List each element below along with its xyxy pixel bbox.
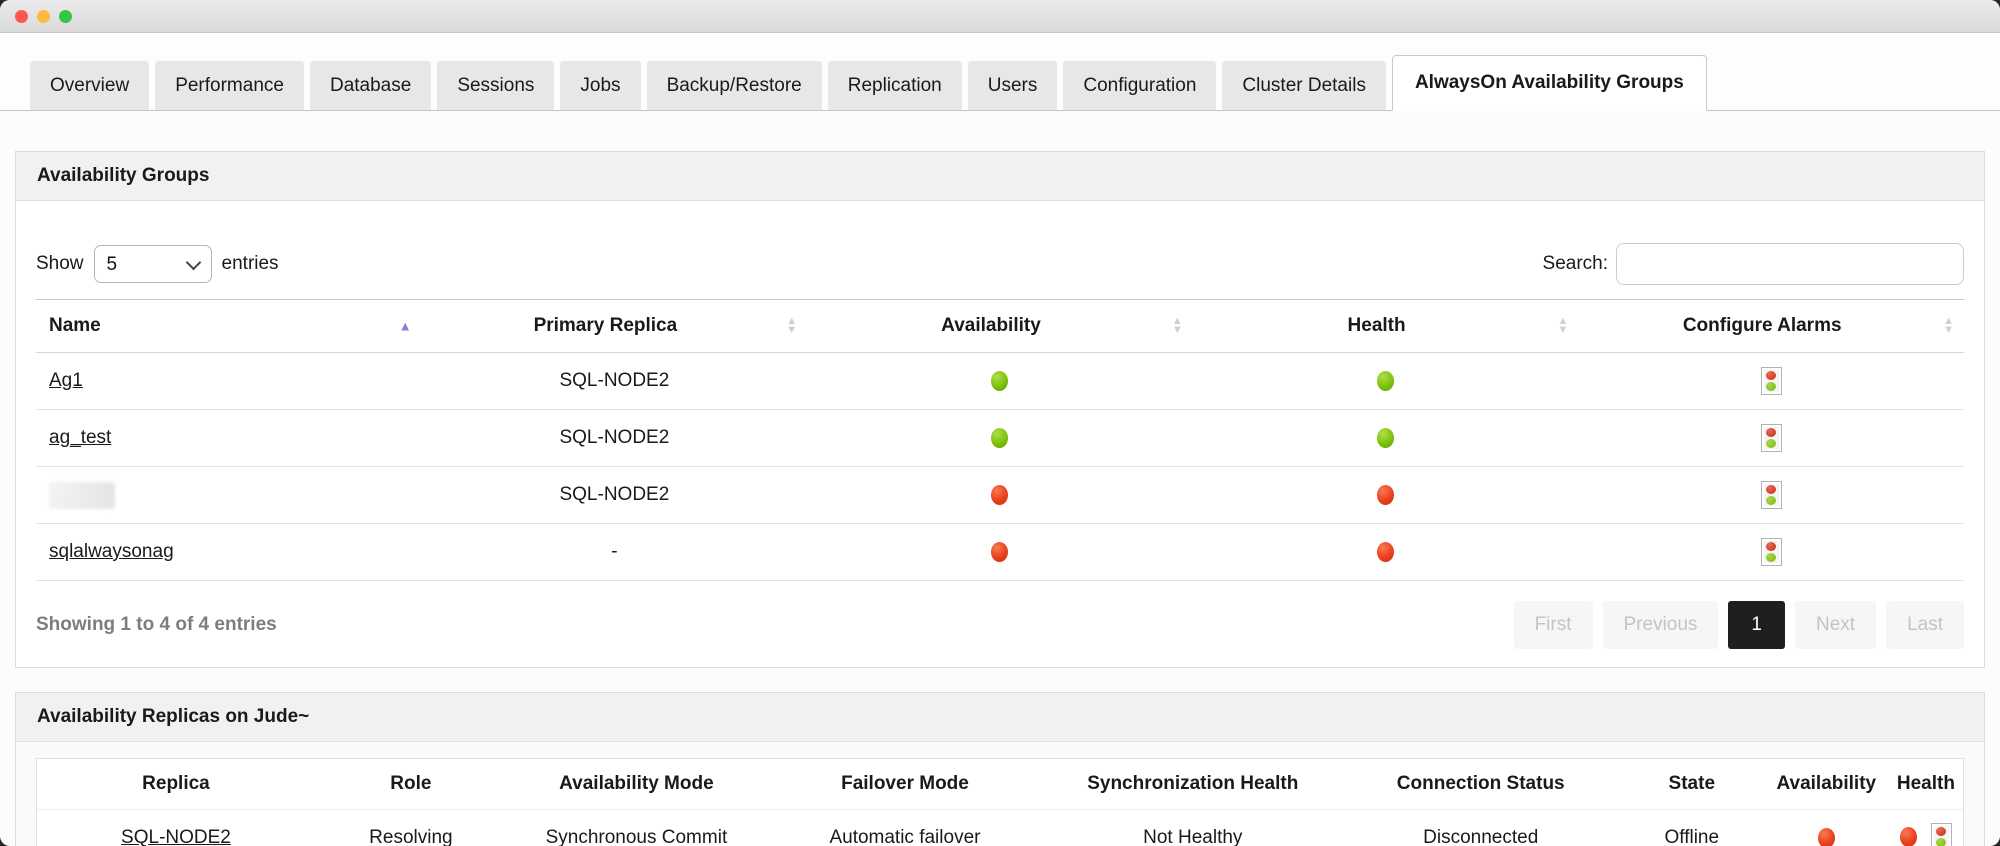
availability-groups-panel-title: Availability Groups — [16, 152, 1984, 201]
table-row: Ag1 SQL-NODE2 — [36, 352, 1964, 410]
primary-replica-cell: SQL-NODE2 — [421, 466, 808, 524]
replicas-table-box: Replica Role Availability Mode Failover … — [36, 758, 1964, 846]
page-length-select[interactable]: 5 — [93, 245, 212, 283]
configure-alarms-traffic-light-icon[interactable] — [1760, 538, 1782, 566]
configure-alarms-traffic-light-icon[interactable] — [1760, 481, 1782, 509]
page-length-select-wrap: 5 — [93, 245, 212, 283]
titlebar — [0, 0, 2000, 33]
entries-label: entries — [221, 253, 279, 274]
tab-backup-restore[interactable]: Backup/Restore — [646, 61, 822, 110]
groups-table-header-row: Name ▲ Primary Replica ▲ ▼ Availability ▲… — [36, 299, 1964, 353]
configure-alarms-traffic-light-icon[interactable] — [1760, 367, 1782, 395]
availability-groups-panel-body: Show 5 entries Search: — [16, 201, 1984, 667]
synchronization-health-cell: Not Healthy — [1043, 809, 1342, 846]
tab-sessions[interactable]: Sessions — [437, 61, 555, 110]
health-status-dot — [1377, 370, 1395, 391]
column-header-configure-alarms[interactable]: Configure Alarms ▲ ▼ — [1578, 299, 1964, 353]
pagination: First Previous 1 Next Last — [1513, 601, 1964, 649]
tab-configuration[interactable]: Configuration — [1063, 61, 1217, 110]
pagination-next-button[interactable]: Next — [1795, 601, 1877, 649]
availability-status-dot — [1817, 827, 1835, 846]
search-input[interactable] — [1616, 243, 1964, 285]
column-header-role: Role — [314, 759, 507, 810]
table-controls: Show 5 entries Search: — [36, 243, 1964, 285]
column-header-failover-mode: Failover Mode — [765, 759, 1044, 810]
pagination-page-1-button[interactable]: 1 — [1728, 601, 1785, 649]
primary-replica-cell: SQL-NODE2 — [421, 409, 808, 467]
availability-status-dot — [991, 484, 1009, 505]
tab-bar: Overview Performance Database Sessions J… — [0, 33, 2000, 111]
tab-database[interactable]: Database — [309, 61, 432, 110]
availability-status-dot — [991, 427, 1009, 448]
column-header-state: State — [1619, 759, 1764, 810]
availability-replicas-panel-title: Availability Replicas on Jude~ — [16, 693, 1984, 742]
pagination-last-button[interactable]: Last — [1886, 601, 1964, 649]
window-minimize-icon[interactable] — [37, 9, 50, 23]
column-header-availability: Availability — [1763, 759, 1889, 810]
availability-status-dot — [991, 541, 1009, 562]
sort-icon: ▲ ▼ — [1171, 315, 1183, 336]
column-header-health: Health — [1888, 759, 1963, 810]
availability-replicas-panel-body: Replica Role Availability Mode Failover … — [16, 742, 1984, 846]
configure-alarms-traffic-light-icon[interactable] — [1760, 424, 1782, 452]
failover-mode-cell: Automatic failover — [765, 809, 1044, 846]
role-cell: Resolving — [314, 809, 507, 846]
primary-replica-cell: - — [421, 523, 808, 581]
primary-replica-cell: SQL-NODE2 — [421, 352, 808, 410]
column-header-availability[interactable]: Availability ▲ ▼ — [807, 299, 1193, 353]
sort-asc-icon: ▲ — [398, 318, 412, 334]
configure-alarms-traffic-light-icon[interactable] — [1930, 823, 1952, 846]
column-header-availability-mode: Availability Mode — [506, 759, 766, 810]
table-row: ag_test SQL-NODE2 — [36, 409, 1964, 467]
tab-cluster-details[interactable]: Cluster Details — [1222, 61, 1386, 110]
table-footer: Showing 1 to 4 of 4 entries First Previo… — [36, 601, 1964, 649]
connection-status-cell: Disconnected — [1341, 809, 1620, 846]
availability-groups-panel: Availability Groups Show 5 entries Searc… — [15, 151, 1985, 668]
replicas-table-header-row: Replica Role Availability Mode Failover … — [37, 759, 1963, 810]
replica-name-link[interactable]: SQL-NODE2 — [121, 827, 231, 846]
tab-alwayson-availability-groups[interactable]: AlwaysOn Availability Groups — [1391, 55, 1707, 111]
show-label: Show — [36, 253, 84, 274]
window-close-icon[interactable] — [15, 9, 28, 23]
state-cell: Offline — [1619, 809, 1764, 846]
page-length-control: Show 5 entries — [36, 245, 279, 283]
tab-performance[interactable]: Performance — [155, 61, 304, 110]
health-status-dot — [1899, 827, 1917, 846]
availability-replicas-panel: Availability Replicas on Jude~ Replica R… — [15, 692, 1985, 846]
table-row: SQL-NODE2 — [36, 466, 1964, 524]
column-header-name[interactable]: Name ▲ — [36, 299, 422, 353]
table-row: sqlalwaysonag - — [36, 523, 1964, 581]
availability-replicas-table: Replica Role Availability Mode Failover … — [37, 759, 1963, 846]
sort-icon: ▲ ▼ — [1557, 315, 1569, 336]
health-status-dot — [1377, 427, 1395, 448]
redacted-group-name — [49, 481, 115, 509]
tab-overview[interactable]: Overview — [30, 61, 150, 110]
group-name-link[interactable]: ag_test — [49, 427, 112, 448]
sort-icon: ▲ ▼ — [1943, 315, 1954, 336]
availability-status-dot — [991, 370, 1009, 391]
column-header-replica: Replica — [37, 759, 315, 810]
group-name-link[interactable]: Ag1 — [49, 370, 83, 391]
tab-replication[interactable]: Replication — [827, 61, 962, 110]
pagination-previous-button[interactable]: Previous — [1602, 601, 1719, 649]
tab-users[interactable]: Users — [967, 61, 1058, 110]
column-header-connection-status: Connection Status — [1341, 759, 1620, 810]
group-name-link[interactable]: sqlalwaysonag — [49, 541, 174, 562]
window-zoom-icon[interactable] — [59, 9, 72, 23]
availability-mode-cell: Synchronous Commit — [506, 809, 766, 846]
table-row: SQL-NODE2 Resolving Synchronous Commit A… — [37, 809, 1963, 846]
availability-groups-table: Name ▲ Primary Replica ▲ ▼ Availability ▲… — [36, 299, 1964, 581]
column-header-health[interactable]: Health ▲ ▼ — [1192, 299, 1579, 353]
pagination-first-button[interactable]: First — [1513, 601, 1593, 649]
column-header-synchronization-health: Synchronization Health — [1043, 759, 1342, 810]
column-header-primary-replica[interactable]: Primary Replica ▲ ▼ — [421, 299, 808, 353]
health-status-dot — [1377, 484, 1395, 505]
entries-summary: Showing 1 to 4 of 4 entries — [36, 614, 277, 635]
sort-icon: ▲ ▼ — [786, 315, 798, 336]
health-status-dot — [1377, 541, 1395, 562]
search-label: Search: — [1542, 253, 1608, 274]
tab-jobs[interactable]: Jobs — [560, 61, 641, 110]
search-control: Search: — [1543, 243, 1964, 285]
